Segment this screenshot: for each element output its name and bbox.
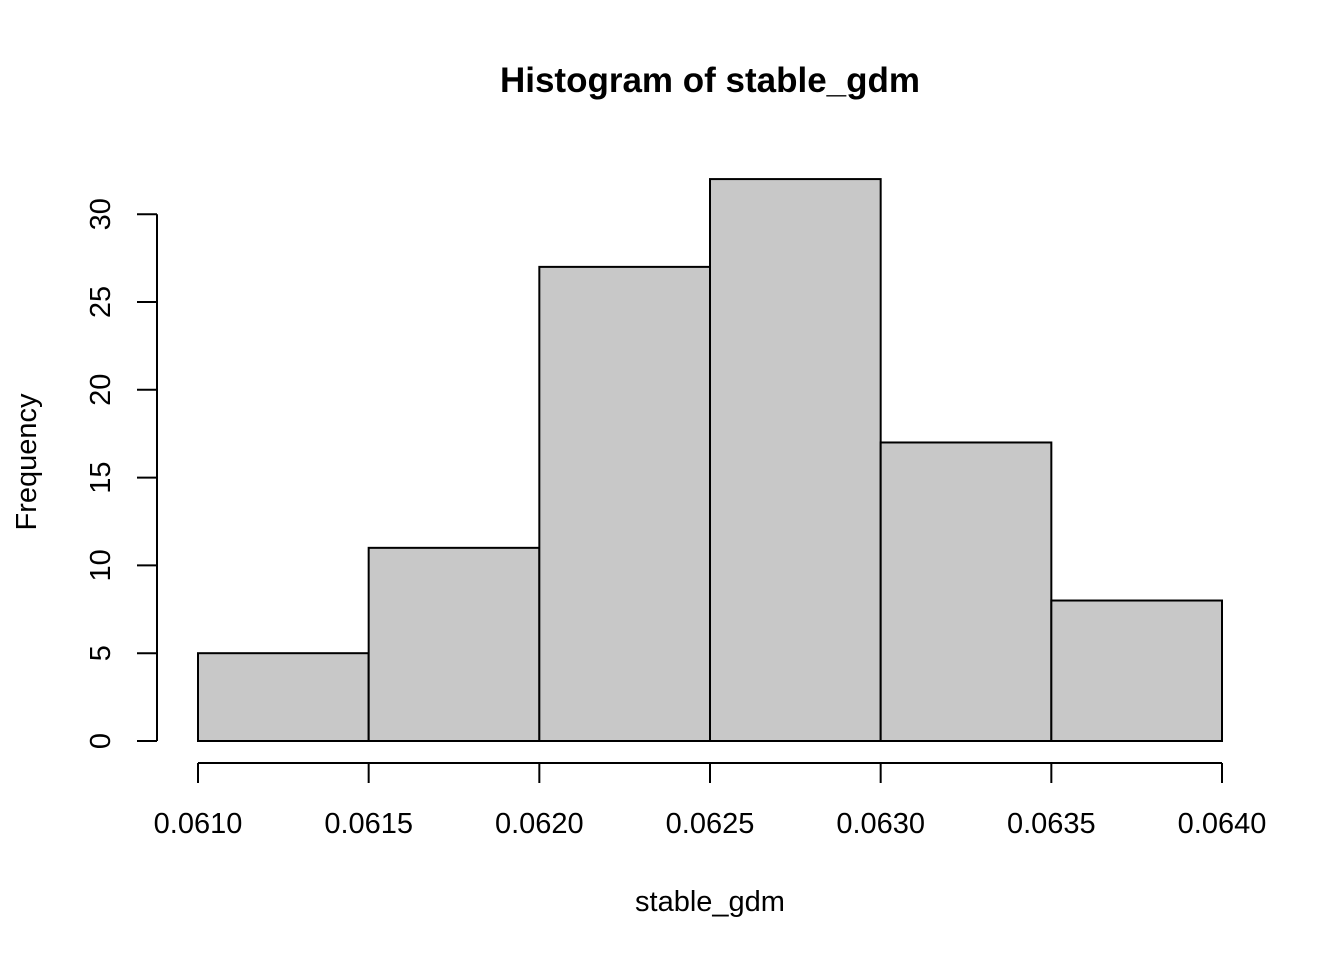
x-tick-label: 0.0615 [324,808,413,840]
chart-title: Histogram of stable_gdm [500,61,920,100]
x-tick-label: 0.0610 [154,808,243,840]
histogram-bar [1050,599,1224,743]
y-tick-label: 25 [85,286,117,318]
histogram-bar [367,546,541,743]
x-axis: 0.0610 0.0615 0.0620 0.0625 0.0630 0.0635 0.06… [154,762,1267,840]
y-tick-label: 15 [85,461,117,493]
x-tick-label: 0.0620 [495,808,584,840]
y-tick-label: 5 [85,645,117,661]
y-tick-label: 20 [85,374,117,406]
y-tick-label: 0 [85,733,117,749]
x-axis-label: stable_gdm [635,886,785,918]
x-tick-label: 0.0625 [666,808,755,840]
y-tick-label: 10 [85,549,117,581]
x-tick-label: 0.0635 [1007,808,1096,840]
y-tick-label: 30 [85,198,117,230]
y-axis-label: Frequency [11,393,43,531]
bars-group [197,178,1224,743]
x-tick-label: 0.0640 [1178,808,1267,840]
histogram-bar [197,652,370,743]
histogram-bar [709,178,882,742]
x-tick-label: 0.0630 [836,808,925,840]
histogram-bar [879,441,1053,742]
y-axis: 0 5 10 15 20 25 30 [85,198,158,749]
histogram-bar [538,265,711,742]
